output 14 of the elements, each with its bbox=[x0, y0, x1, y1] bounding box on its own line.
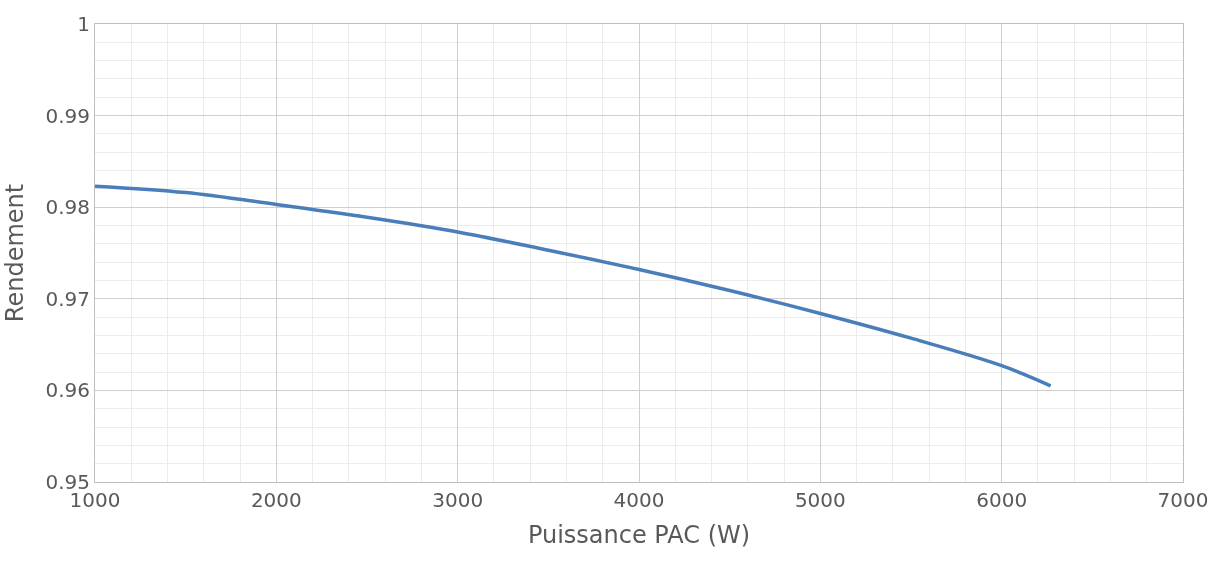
x-tick-label: 6000 bbox=[976, 488, 1028, 512]
x-axis-title: Puissance PAC (W) bbox=[527, 521, 751, 550]
x-tick-label: 7000 bbox=[1157, 488, 1209, 512]
x-tick-label: 5000 bbox=[794, 488, 846, 512]
y-tick-label: 1 bbox=[77, 12, 90, 36]
line-series bbox=[95, 184, 1053, 388]
y-tick-label: 0.96 bbox=[45, 378, 90, 403]
x-tick-label: 4000 bbox=[613, 488, 665, 512]
y-axis-title: Rendement bbox=[0, 183, 29, 323]
y-tick-label: 0.97 bbox=[45, 286, 90, 311]
x-tick-label: 3000 bbox=[432, 488, 484, 512]
y-tick-label: 0.98 bbox=[45, 195, 90, 220]
x-tick-label: 2000 bbox=[250, 488, 302, 512]
y-tick-label: 0.99 bbox=[45, 103, 90, 128]
